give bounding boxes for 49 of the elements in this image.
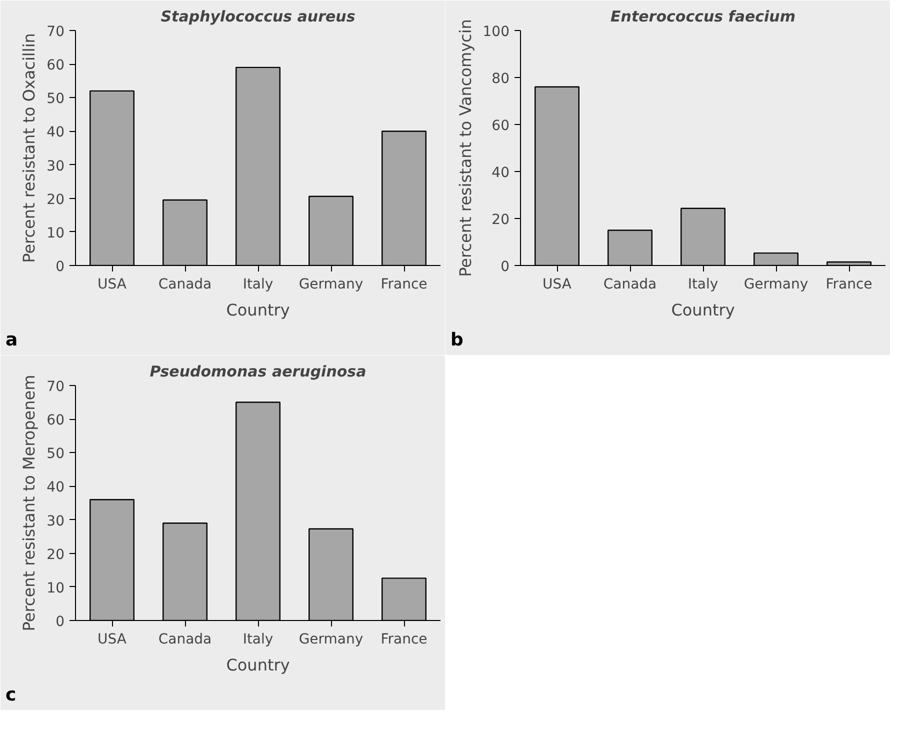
chart-title: Enterococcus faecium bbox=[610, 8, 796, 26]
x-tick-label: Germany bbox=[298, 632, 364, 648]
text: b bbox=[450, 330, 464, 350]
y-tick-label: 0 bbox=[500, 259, 510, 275]
y-tick-label: 30 bbox=[46, 513, 65, 530]
y-axis-title: Percent resistant to Vancomycin bbox=[456, 19, 475, 277]
y-tick-label: 60 bbox=[46, 58, 65, 74]
y-tick-label: 20 bbox=[46, 192, 65, 208]
y-tick-label: 60 bbox=[46, 412, 65, 429]
y-tick-label: 50 bbox=[46, 91, 65, 108]
x-tick-label: Italy bbox=[688, 276, 718, 292]
y-tick-label: 100 bbox=[482, 24, 510, 40]
y-tick-label: 10 bbox=[46, 225, 65, 242]
x-tick-label: USA bbox=[98, 276, 127, 292]
x-axis-title: Country bbox=[671, 300, 735, 320]
chart-title: Staphylococcus aureus bbox=[160, 8, 356, 26]
x-tick-label: USA bbox=[98, 632, 127, 648]
y-tick-label: 70 bbox=[46, 379, 65, 395]
x-tick-label: France bbox=[826, 276, 872, 292]
y-axis-title: Percent resistant to Meropenem bbox=[20, 374, 39, 632]
y-tick-label: 50 bbox=[46, 446, 65, 462]
y-axis-title: Percent resistant to Oxacillin bbox=[20, 33, 39, 263]
x-axis-title: Country bbox=[226, 656, 290, 674]
y-tick-label: 20 bbox=[46, 546, 65, 563]
x-tick-label: Canada bbox=[603, 276, 657, 292]
x-tick-label: Italy bbox=[242, 632, 274, 648]
y-tick-label: 40 bbox=[46, 124, 65, 141]
x-tick-label: USA bbox=[542, 276, 572, 292]
x-tick-label: Canada bbox=[158, 276, 212, 292]
x-tick-label: Canada bbox=[158, 632, 212, 648]
y-tick-label: 10 bbox=[46, 580, 65, 596]
y-tick-label: 60 bbox=[492, 118, 510, 134]
x-tick-label: Germany bbox=[744, 276, 808, 292]
x-axis-title: Country bbox=[226, 300, 290, 320]
x-tick-label: France bbox=[380, 276, 428, 292]
x-tick-label: France bbox=[380, 632, 428, 648]
y-tick-label: 80 bbox=[492, 71, 510, 87]
y-tick-label: 40 bbox=[46, 480, 65, 496]
chart-title: Pseudomonas aeruginosa bbox=[150, 362, 366, 380]
y-tick-label: 20 bbox=[492, 212, 510, 228]
y-tick-label: 70 bbox=[46, 24, 65, 40]
text: a bbox=[6, 330, 18, 350]
y-tick-label: 30 bbox=[46, 158, 65, 174]
y-tick-label: 0 bbox=[56, 259, 65, 275]
text: c bbox=[6, 684, 16, 706]
y-tick-label: 40 bbox=[492, 165, 510, 181]
y-tick-label: 0 bbox=[56, 614, 65, 630]
x-tick-label: Germany bbox=[298, 276, 364, 292]
x-tick-label: Italy bbox=[242, 276, 274, 292]
